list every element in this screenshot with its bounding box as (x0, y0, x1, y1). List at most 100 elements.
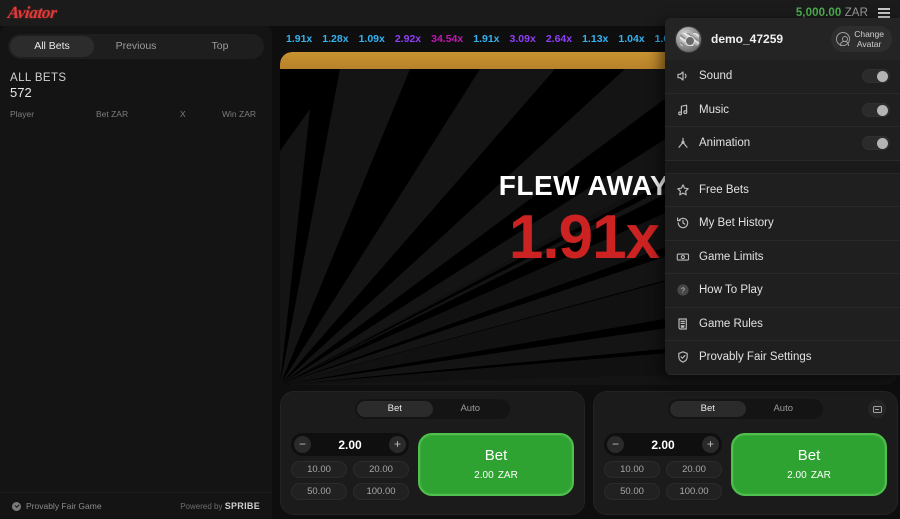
bet-button-amount-value: 2.00 (787, 469, 807, 481)
menu-label: Game Limits (699, 250, 764, 263)
top-bar: Aviator 5,000.00 ZAR (0, 0, 900, 26)
shield-check-icon (676, 350, 690, 364)
bet-tab[interactable]: Bet (670, 401, 746, 417)
top-bar-right: 5,000.00 ZAR (796, 6, 891, 19)
history-chip[interactable]: 1.28x (322, 33, 349, 45)
flew-away-text: FLEW AWAY (498, 170, 670, 201)
bet-button-currency: ZAR (810, 469, 831, 481)
change-avatar-button[interactable]: Change Avatar (831, 26, 892, 52)
bet-amount-value[interactable]: 2.00 (651, 437, 675, 452)
menu-label: Provably Fair Settings (699, 351, 812, 364)
menu-label: Free Bets (699, 183, 749, 196)
menu-item-provably-fair-settings[interactable]: Provably Fair Settings (665, 341, 900, 375)
bets-list[interactable] (0, 119, 272, 459)
scroll-document-icon (676, 317, 690, 331)
change-avatar-label: Change Avatar (854, 29, 884, 49)
increase-bet-button[interactable]: + (701, 436, 719, 453)
toggle-animation[interactable] (862, 136, 890, 151)
hamburger-menu-icon[interactable] (877, 6, 891, 19)
result-multiplier: 1.91x (508, 203, 660, 272)
menu-row-animation[interactable]: Animation (665, 127, 900, 161)
history-chip[interactable]: 3.09x (509, 33, 536, 45)
quick-amount-row: 50.00 100.00 (604, 483, 722, 500)
bets-table-headers: Player Bet ZAR X Win ZAR (0, 109, 272, 119)
bet-panel-2: Bet Auto − 2.00 +10.00 20.00 50.00 100.00 Bet 2.0… (593, 391, 898, 515)
history-chip[interactable]: 2.64x (545, 33, 573, 45)
settings-menu-panel: demo_47259 Change Avatar Sound Music Anima… (665, 18, 900, 375)
history-chip[interactable]: 1.04x (618, 33, 645, 45)
tab-top[interactable]: Top (211, 40, 229, 52)
quick-amount-20.00[interactable]: 20.00 (353, 461, 409, 478)
menu-label: My Bet History (699, 217, 774, 230)
powered-by: Powered by SPRIBE (180, 501, 260, 511)
provably-fair-link[interactable]: Provably Fair Game (12, 501, 102, 511)
decrease-bet-button[interactable]: − (294, 436, 311, 453)
menu-label: Animation (699, 137, 751, 150)
svg-text:?: ? (681, 288, 685, 295)
history-chip[interactable]: 1.09x (358, 33, 385, 45)
all-bets-label: ALL BETS (10, 72, 67, 84)
bet-tab[interactable]: Bet (357, 401, 433, 417)
balance-currency: ZAR (844, 6, 868, 19)
menu-item-game-rules[interactable]: Game Rules (665, 308, 900, 341)
all-bets-count: 572 (10, 85, 32, 100)
quick-amount-100.00[interactable]: 100.00 (353, 483, 409, 500)
shield-check-icon (12, 501, 21, 511)
question-circle-icon: ? (676, 283, 690, 297)
auto-tab[interactable]: Auto (773, 403, 794, 414)
history-chip[interactable]: 1.91x (473, 33, 500, 45)
tab-all-bets[interactable]: All Bets (10, 36, 94, 57)
history-chip[interactable]: 2.92x (394, 33, 422, 45)
menu-row-music[interactable]: Music (665, 94, 900, 127)
user-avatar[interactable] (675, 25, 702, 53)
bet-amount-value[interactable]: 2.00 (338, 437, 362, 452)
auto-tab[interactable]: Auto (460, 403, 481, 414)
tab-previous[interactable]: Previous (115, 40, 157, 52)
menu-item-how-to-play[interactable]: ? How To Play (665, 274, 900, 308)
music-note-icon (676, 103, 690, 117)
history-chip[interactable]: 1.91x (286, 33, 313, 45)
quick-amount-100.00[interactable]: 100.00 (666, 483, 722, 500)
spribe-brand: SPRIBE (224, 501, 260, 511)
history-chip[interactable]: 34.54x (431, 33, 464, 45)
collapse-panel-icon[interactable] (868, 400, 886, 418)
history-chip[interactable]: 1.13x (582, 33, 609, 45)
quick-amount-50.00[interactable]: 50.00 (291, 483, 347, 500)
bet-button-amount: 2.00 ZAR (474, 465, 518, 483)
menu-item-my-bet-history[interactable]: My Bet History (665, 207, 900, 241)
menu-header: demo_47259 Change Avatar (665, 18, 900, 60)
menu-row-sound[interactable]: Sound (665, 60, 900, 94)
change-avatar-line2: Avatar (856, 39, 882, 49)
place-bet-button[interactable]: Bet 2.00 ZAR (418, 433, 574, 496)
menu-label: Sound (699, 70, 733, 83)
toggle-sound[interactable] (862, 69, 890, 84)
bet-amount-controls: − 2.00 +10.00 20.00 50.00 100.00 (604, 433, 722, 500)
star-icon (676, 183, 690, 197)
bets-sidebar: All Bets Previous Top ALL BETS 572 Playe… (0, 26, 272, 519)
bet-panels: Bet Auto −2.00 +10.00 20.00 50.00 100.00 Bet 2.0… (280, 391, 898, 519)
bet-mode-tabs: Bet Auto (668, 399, 823, 419)
decrease-bet-button[interactable]: − (607, 436, 624, 453)
quick-amount-20.00[interactable]: 20.00 (666, 461, 722, 478)
menu-toggle-section: Sound Music Animation (665, 60, 900, 161)
bet-mode-tabs: Bet Auto (355, 399, 510, 419)
sidebar-tabs: All Bets Previous Top (8, 34, 264, 59)
quick-amount-10.00[interactable]: 10.00 (291, 461, 347, 478)
bet-amount-stepper: − 2.00 + (291, 433, 409, 456)
menu-item-section: Free Bets My Bet History Game Limits ? How T… (665, 174, 900, 375)
quick-amount-50.00[interactable]: 50.00 (604, 483, 660, 500)
toggle-music[interactable] (862, 102, 890, 117)
quick-amount-row: 10.00 20.00 (604, 461, 722, 478)
balance-amount: 5,000.00 (795, 6, 842, 19)
bet-button-amount: 2.00 ZAR (787, 465, 831, 483)
increase-bet-button[interactable]: + (388, 436, 406, 453)
menu-item-game-limits[interactable]: Game Limits (665, 241, 900, 274)
place-bet-button[interactable]: Bet 2.00 ZAR (731, 433, 887, 496)
propeller-icon (676, 136, 690, 150)
quick-amount-10.00[interactable]: 10.00 (604, 461, 660, 478)
column-win: Win ZAR (222, 109, 256, 119)
menu-item-free-bets[interactable]: Free Bets (665, 174, 900, 207)
column-player: Player (10, 109, 35, 119)
provably-fair-label: Provably Fair Game (26, 501, 102, 511)
